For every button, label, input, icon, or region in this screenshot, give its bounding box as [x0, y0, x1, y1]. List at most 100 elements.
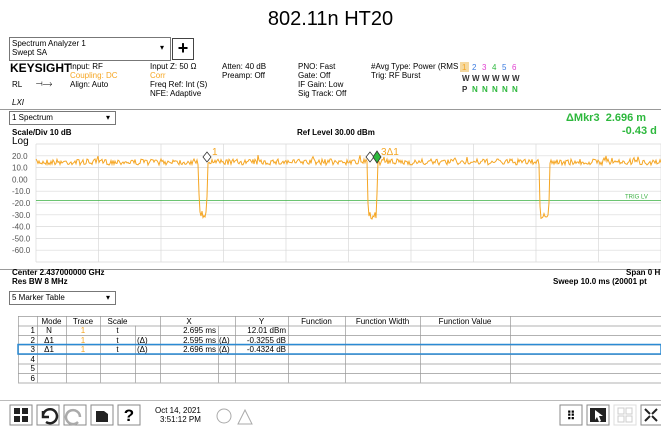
row-number: 1: [30, 326, 35, 335]
add-button[interactable]: +: [172, 38, 194, 60]
layout-button[interactable]: [613, 404, 637, 426]
trace-type: W: [502, 74, 510, 83]
touch-icon[interactable]: [216, 408, 232, 424]
status-preamp: Preamp: Off: [222, 71, 265, 80]
status-align: Align: Auto: [70, 80, 109, 89]
cell-trace: 1: [80, 335, 86, 345]
marker-1: [202, 151, 212, 163]
view-select[interactable]: [9, 111, 116, 125]
windows-button[interactable]: [9, 404, 33, 426]
window-select[interactable]: [9, 37, 171, 61]
redo-button[interactable]: [63, 404, 87, 426]
sweep: Sweep 10.0 ms (20001 pt: [553, 277, 647, 286]
marker-label: 3Δ1: [381, 147, 399, 158]
status-coupling: Coupling: DC: [70, 71, 118, 80]
cell-y: -0.4324 dB: [246, 345, 286, 354]
status-avg-type: #Avg Type: Power (RMS: [371, 62, 459, 71]
res-bw: Res BW 8 MHz: [12, 277, 68, 286]
cell-x: 2.696 ms: [183, 345, 216, 354]
selected-row: [17, 343, 661, 355]
trace-detector: N: [482, 85, 488, 94]
y-tick-label: -20.0: [12, 199, 31, 208]
cell-x-ref: (Δ): [137, 345, 148, 354]
table-header: Function Width: [355, 316, 410, 326]
fullscreen-button[interactable]: [640, 404, 661, 426]
trace-type: W: [492, 74, 500, 83]
keypad-button[interactable]: ⠿: [559, 404, 583, 426]
log-label: Log: [12, 136, 29, 147]
table-header: Scale: [107, 316, 128, 326]
trace-number: 2: [472, 63, 477, 72]
trace-type: W: [462, 74, 470, 83]
table-select[interactable]: [9, 291, 116, 305]
trace-highlight: [460, 62, 469, 72]
table-header: Function: [301, 316, 332, 326]
cell-y: -0.3255 dB: [246, 335, 286, 345]
dropdown-arrow: ▾: [160, 43, 165, 52]
status-freq-ref: Freq Ref: Int (S): [150, 80, 208, 89]
alert-icon[interactable]: [237, 408, 253, 425]
trace-number: 1: [462, 63, 467, 72]
status-nfe: NFE: Adaptive: [150, 89, 202, 98]
row-number: 2: [30, 335, 35, 345]
marker-ref: [365, 151, 375, 163]
undo-button[interactable]: [36, 404, 60, 426]
y-tick-label: -60.0: [12, 246, 31, 255]
trace-number: 5: [502, 63, 507, 72]
trace: [35, 155, 661, 220]
status-corr: Corr: [150, 71, 166, 80]
table-header: Function Value: [438, 316, 492, 326]
rf-icon: ⟞⟶: [36, 79, 53, 88]
status-input: Input: RF: [70, 62, 103, 71]
cell-x-ref: (Δ): [137, 335, 148, 345]
pointer-button[interactable]: [586, 404, 610, 426]
time: 3:51:12 PM: [160, 415, 201, 424]
help-button[interactable]: ?: [117, 404, 141, 426]
trace-detector: N: [472, 85, 478, 94]
trace-type: W: [512, 74, 520, 83]
cell-y: 12.01 dBm: [247, 326, 286, 335]
cell-trace: 1: [80, 345, 86, 354]
marker-readout: ΔMkr3 2.696 m: [566, 112, 647, 124]
dropdown-arrow: ▾: [106, 113, 111, 122]
trace-detector: N: [492, 85, 498, 94]
trace-number: 6: [512, 63, 517, 72]
marker-3: [372, 150, 382, 164]
y-tick-label: 10.0: [12, 164, 28, 173]
status-if-gain: IF Gain: Low: [298, 80, 344, 89]
svg-text:⠿: ⠿: [567, 409, 576, 423]
trace-detector: P: [462, 85, 468, 94]
view-name: 1 Spectrum: [12, 113, 53, 122]
dropdown-arrow: ▾: [106, 293, 111, 302]
y-tick-label: 20.0: [12, 152, 28, 161]
y-tick-label: 0.00: [12, 175, 28, 184]
center-freq: Center 2.437000000 GHz: [12, 268, 105, 277]
status-sig-track: Sig Track: Off: [298, 89, 347, 98]
status-lxi: LXI: [12, 98, 25, 107]
cell-y-ref: (Δ): [219, 335, 230, 345]
ref-level: Ref Level 30.00 dBm: [297, 128, 375, 137]
file-button[interactable]: [90, 404, 114, 426]
cell-x: 2.695 ms: [183, 326, 216, 335]
y-tick-label: -50.0: [12, 234, 31, 243]
trigger-label: TRIG LV: [625, 195, 648, 201]
cell-scale: t: [116, 345, 119, 354]
row-number: 3: [30, 345, 35, 354]
svg-text:?: ?: [124, 406, 134, 425]
page-title: 802.11n HT20: [267, 8, 394, 30]
marker-label: 1: [212, 147, 218, 158]
trace-detector: N: [512, 85, 518, 94]
trace-detector: N: [502, 85, 508, 94]
y-tick-label: -10.0: [12, 187, 31, 196]
cell-scale: t: [116, 335, 119, 345]
table-name: 5 Marker Table: [12, 293, 65, 302]
span: Span 0 H: [626, 268, 661, 277]
trace-type: W: [472, 74, 480, 83]
y-tick-label: -40.0: [12, 223, 31, 232]
cell-mode: Δ1: [44, 345, 54, 354]
cell-y-ref: (Δ): [219, 345, 230, 354]
